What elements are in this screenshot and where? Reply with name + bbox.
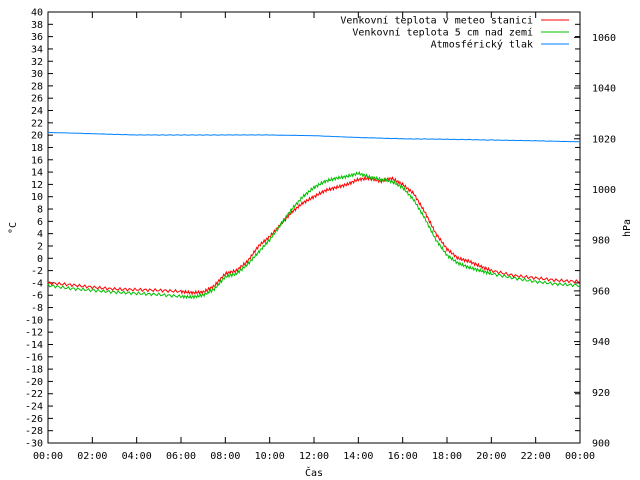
left-tick-label: 10 bbox=[31, 192, 43, 203]
left-tick-label: -26 bbox=[25, 414, 43, 425]
series-line-1 bbox=[47, 170, 581, 300]
left-tick-label: 14 bbox=[31, 168, 43, 179]
right-tick-label: 1000 bbox=[592, 185, 616, 196]
x-axis-title: Čas bbox=[305, 466, 323, 479]
left-tick-label: -4 bbox=[31, 278, 43, 289]
left-tick-label: 30 bbox=[31, 69, 43, 80]
left-axis: 4038363432302826242220181614121086420-2-… bbox=[25, 8, 580, 450]
left-tick-label: 38 bbox=[31, 20, 43, 31]
left-tick-label: -22 bbox=[25, 389, 43, 400]
right-tick-label: 900 bbox=[592, 439, 610, 450]
x-tick-label: 08:00 bbox=[210, 451, 240, 462]
right-tick-label: 960 bbox=[592, 286, 610, 297]
series-line-2 bbox=[47, 131, 580, 143]
left-tick-label: 4 bbox=[37, 229, 43, 240]
series-line-0 bbox=[47, 175, 581, 296]
x-tick-label: 04:00 bbox=[122, 451, 152, 462]
left-tick-label: 24 bbox=[31, 106, 43, 117]
left-tick-label: -14 bbox=[25, 340, 43, 351]
right-tick-label: 920 bbox=[592, 388, 610, 399]
left-tick-label: -20 bbox=[25, 377, 43, 388]
left-tick-label: 20 bbox=[31, 131, 43, 142]
x-tick-label: 00:00 bbox=[565, 451, 595, 462]
left-tick-label: 32 bbox=[31, 57, 43, 68]
right-tick-label: 1060 bbox=[592, 33, 616, 44]
left-tick-label: 34 bbox=[31, 44, 43, 55]
left-tick-label: 12 bbox=[31, 180, 43, 191]
left-tick-label: 22 bbox=[31, 118, 43, 129]
left-tick-label: 28 bbox=[31, 81, 43, 92]
left-tick-label: -10 bbox=[25, 315, 43, 326]
y-axis-title-left: °C bbox=[8, 222, 19, 234]
left-tick-label: -16 bbox=[25, 352, 43, 363]
x-tick-label: 02:00 bbox=[77, 451, 107, 462]
left-tick-label: -2 bbox=[31, 266, 43, 277]
left-tick-label: -18 bbox=[25, 365, 43, 376]
left-tick-label: 8 bbox=[37, 205, 43, 216]
left-tick-label: 40 bbox=[31, 8, 43, 19]
left-tick-label: 6 bbox=[37, 217, 43, 228]
left-tick-label: 36 bbox=[31, 32, 43, 43]
right-tick-label: 1020 bbox=[592, 134, 616, 145]
x-tick-label: 22:00 bbox=[521, 451, 551, 462]
x-tick-label: 10:00 bbox=[255, 451, 285, 462]
legend-label-0: Venkovní teplota v meteo stanici bbox=[340, 15, 533, 27]
x-tick-label: 12:00 bbox=[299, 451, 329, 462]
left-tick-label: 18 bbox=[31, 143, 43, 154]
left-tick-label: -12 bbox=[25, 328, 43, 339]
y-axis-title-right: hPa bbox=[622, 219, 633, 237]
left-tick-label: 0 bbox=[37, 254, 43, 265]
left-tick-label: -28 bbox=[25, 426, 43, 437]
right-tick-label: 1040 bbox=[592, 84, 616, 95]
right-axis: 1060 1040 1020 1000 980 960 940 920 900 bbox=[574, 33, 616, 450]
left-tick-label: -30 bbox=[25, 439, 43, 450]
right-tick-label: 940 bbox=[592, 337, 610, 348]
legend: Venkovní teplota v meteo staniciVenkovní… bbox=[340, 15, 569, 51]
x-tick-label: 16:00 bbox=[388, 451, 418, 462]
x-tick-label: 20:00 bbox=[476, 451, 506, 462]
legend-label-2: Atmosférický tlak bbox=[431, 39, 533, 51]
series-group bbox=[47, 131, 581, 300]
right-tick-label: 980 bbox=[592, 236, 610, 247]
left-tick-label: -8 bbox=[31, 303, 43, 314]
x-tick-label: 06:00 bbox=[166, 451, 196, 462]
left-tick-label: -24 bbox=[25, 402, 43, 413]
x-tick-label: 00:00 bbox=[33, 451, 63, 462]
x-tick-label: 18:00 bbox=[432, 451, 462, 462]
plot-frame bbox=[47, 11, 581, 444]
left-tick-label: 26 bbox=[31, 94, 43, 105]
x-axis: 00:00 02:00 04:00 06:00 08:00 10:00 12:00 14:00… bbox=[33, 12, 595, 462]
left-tick-label: 16 bbox=[31, 155, 43, 166]
legend-label-1: Venkovní teplota 5 cm nad zemí bbox=[352, 27, 533, 39]
x-tick-label: 14:00 bbox=[343, 451, 373, 462]
left-tick-label: 2 bbox=[37, 241, 43, 252]
left-tick-label: -6 bbox=[31, 291, 43, 302]
